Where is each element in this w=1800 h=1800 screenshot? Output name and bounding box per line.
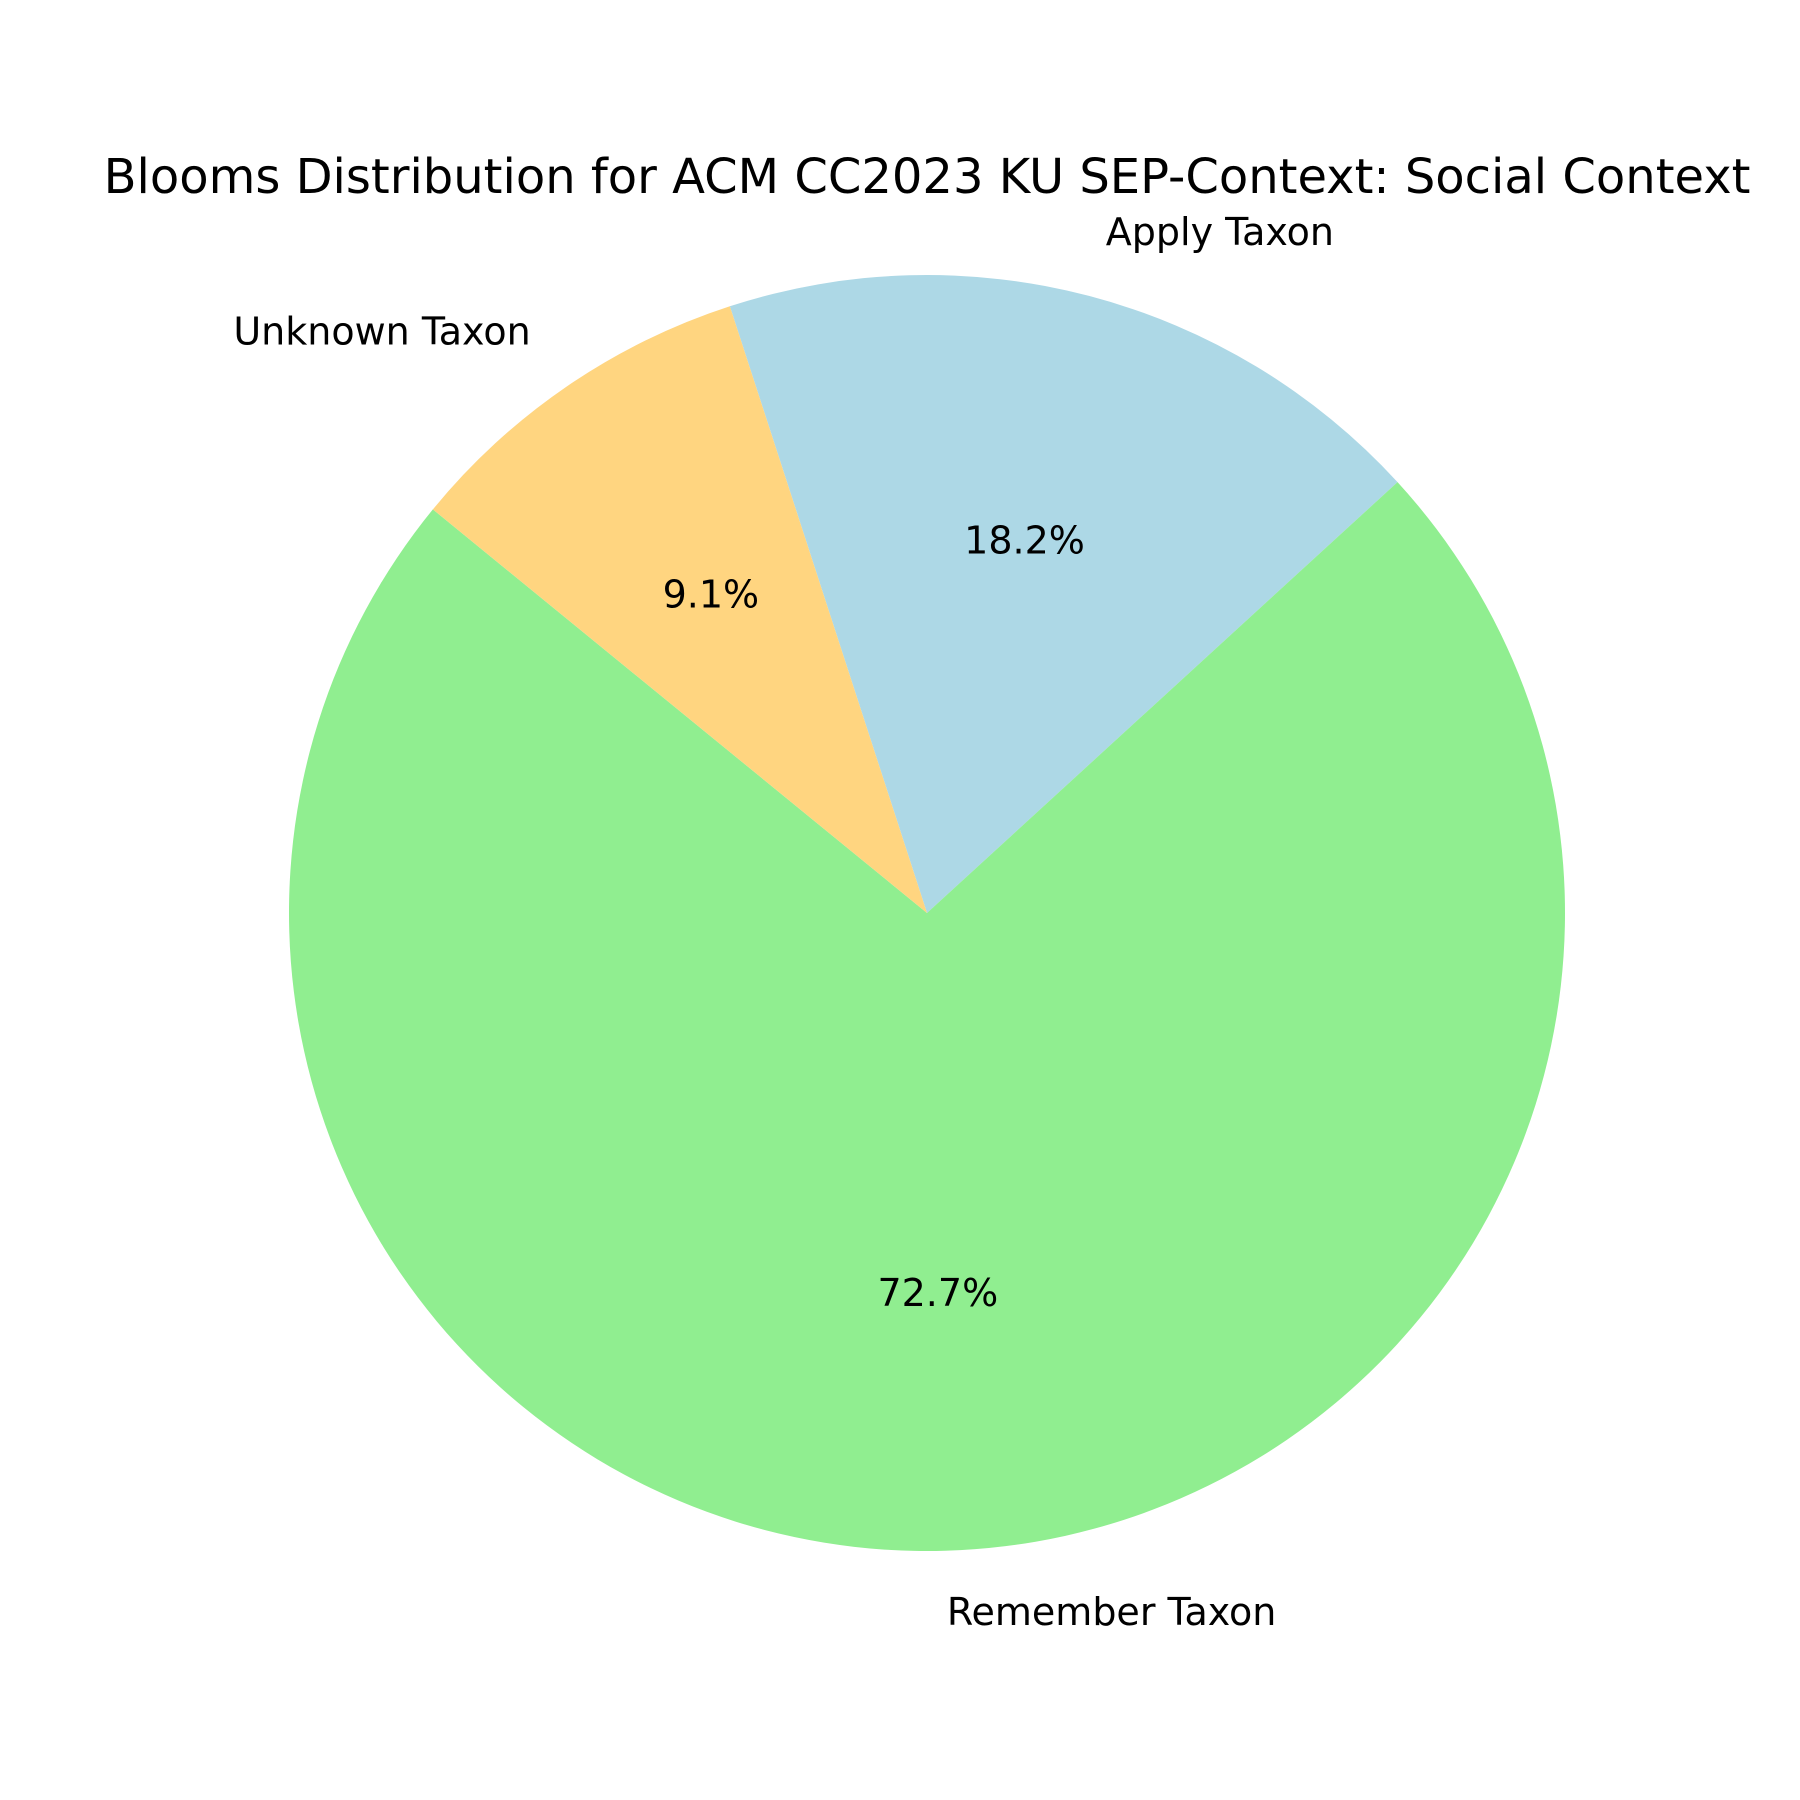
slice-label-remember-taxon: Remember Taxon: [947, 1590, 1277, 1634]
pie-slice-unknown-taxon: [432, 306, 927, 913]
percent-label-apply-taxon: 18.2%: [964, 518, 1085, 562]
pie-slice-remember-taxon: [288, 482, 1565, 1552]
slice-label-apply-taxon: Apply Taxon: [1106, 210, 1334, 254]
chart-title: Blooms Distribution for ACM CC2023 KU SE…: [104, 149, 1751, 205]
pie-slices: [288, 275, 1565, 1552]
slice-label-unknown-taxon: Unknown Taxon: [233, 309, 530, 353]
slice-labels: Apply Taxon Remember Taxon Unknown Taxon: [233, 210, 1334, 1634]
percent-labels: 18.2% 72.7% 9.1%: [663, 518, 1085, 1315]
pie-slice-apply-taxon: [729, 275, 1398, 913]
percent-label-remember-taxon: 72.7%: [877, 1271, 998, 1315]
percent-label-unknown-taxon: 9.1%: [663, 573, 760, 617]
